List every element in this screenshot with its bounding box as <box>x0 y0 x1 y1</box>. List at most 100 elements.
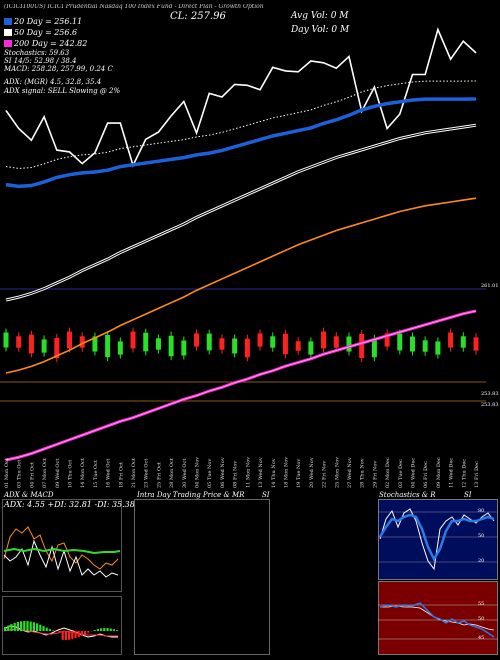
candle-body <box>282 333 288 355</box>
stochastics-panel <box>378 499 498 655</box>
candle-body <box>54 337 60 359</box>
candle-body <box>79 336 85 348</box>
date-tick-label: 03 Thu Oct <box>17 460 23 488</box>
date-tick-label: 04 Mon Nov <box>195 457 201 488</box>
adx-macd-title: ADX & MACD <box>4 491 54 499</box>
date-tick-label: 03 Tue Dec <box>398 459 404 488</box>
intraday-si: SI <box>262 491 270 499</box>
date-tick-label: 08 Fri Nov <box>233 461 239 488</box>
ma200-highlight <box>5 310 477 461</box>
macd-hist-bar <box>93 630 96 631</box>
close-label: CL: 257.96 <box>170 11 226 22</box>
macd-hist-bar <box>61 631 64 640</box>
candle-body <box>219 338 225 350</box>
macd-hist-bar <box>4 627 7 631</box>
date-tick-label: 14 Mon Oct <box>80 458 86 488</box>
stoch-title: Stochastics & R <box>379 491 436 499</box>
date-tick-label: 05 Tue Nov <box>207 459 213 488</box>
ma20-line <box>5 97 477 189</box>
date-tick-label: 13 Wed Nov <box>258 457 264 488</box>
candle-body <box>232 338 238 354</box>
macd-hist-bar <box>103 628 106 631</box>
macd-hist-bar <box>71 631 74 640</box>
macd-hist-bar <box>96 629 99 631</box>
price-axis-label-1: 261.01 <box>481 283 499 289</box>
date-tick-label: 07 Mon Oct <box>42 458 48 488</box>
macd-hist-bar <box>74 631 77 639</box>
candle-body <box>92 336 98 352</box>
macd-hist-bar <box>48 629 51 631</box>
stoch-d-line <box>378 513 495 562</box>
macd-hist-bar <box>42 626 45 631</box>
candle-body <box>3 332 9 348</box>
macd-hist-bar <box>87 631 90 633</box>
candle-body <box>155 338 161 350</box>
date-tick-label: 21 Mon Oct <box>131 458 137 488</box>
macd-hist-bar <box>77 631 80 638</box>
date-tick-label: 23 Wed Oct <box>144 459 150 488</box>
candle-body <box>435 341 441 355</box>
candle-body <box>384 333 390 347</box>
ma100-line <box>5 197 477 374</box>
date-tick-label: 19 Tue Nov <box>296 459 302 488</box>
date-tick-label: 04 Fri Oct <box>29 462 35 488</box>
date-tick-label: 29 Fri Nov <box>372 461 378 488</box>
macd-hist-bar <box>36 623 39 631</box>
candle-body <box>397 333 403 351</box>
macd-label: MACD: 258.28, 257.99, 0.24 C <box>4 65 113 73</box>
macd-hist-bar <box>84 631 87 635</box>
date-tick-label: 10 Thu Oct <box>68 460 74 488</box>
date-tick-label: 06 Fri Dec <box>423 461 429 488</box>
adx-macd-panel <box>2 499 122 655</box>
price-axis-label-3: 253.83 <box>481 402 499 408</box>
candle-body <box>346 336 352 352</box>
candle-body <box>206 333 212 351</box>
ma200-label: 200 Day = 242.82 <box>14 39 88 48</box>
si-label: SI 14/5: 52.98 / 38.4 <box>4 57 77 65</box>
stoch-k-line <box>379 508 495 571</box>
date-axis: 01 Mon Oct 03 Thu Oct 04 Fri Oct 07 Mon Oct… <box>4 457 480 488</box>
date-tick-label: 28 Mon Oct <box>169 458 175 488</box>
macd-hist-bar <box>112 629 115 631</box>
avg-vol-label: Avg Vol: 0 M <box>291 11 349 21</box>
macd-hist-bar <box>109 628 112 631</box>
date-tick-label: 01 Mon Oct <box>4 458 10 488</box>
date-tick-label: 27 Wed Nov <box>347 457 353 488</box>
date-tick-label: 22 Fri Nov <box>322 461 328 488</box>
date-tick-label: 15 Tue Oct <box>93 460 99 488</box>
macd-hist-bar <box>32 622 35 631</box>
legend-50-swatch <box>4 29 12 36</box>
ma50-label: 50 Day = 256.6 <box>14 28 78 37</box>
date-tick-label: 28 Thu Nov <box>360 458 366 488</box>
candle-body <box>460 336 466 348</box>
adx-values-label: ADX: 4.55 +DI: 32.81 -DI: 35.38 <box>4 500 135 509</box>
volume-layer <box>3 327 479 363</box>
date-tick-label: 11 Mon Nov <box>245 457 251 488</box>
candle-body <box>168 335 174 357</box>
candle-body <box>28 334 34 354</box>
macd-panel-frame <box>2 596 122 655</box>
macd-hist-bar <box>39 624 42 631</box>
date-tick-label: 09 Wed Oct <box>55 459 61 488</box>
date-tick-label: 13 Fri Dec <box>474 461 480 488</box>
ticker-line: (ICICI100US) ICICI Prudential Nasdaq 100… <box>4 4 264 10</box>
legend-20-swatch <box>4 18 12 25</box>
intraday-frame <box>134 499 270 655</box>
stoch-si: SI <box>464 491 472 499</box>
candle-body <box>295 341 301 351</box>
macd-hist-bar <box>13 622 16 631</box>
candle-body <box>194 333 200 347</box>
intraday-panel <box>134 499 270 655</box>
adx-label: ADX: (MGR) 4.5, 32.8, 35.4 <box>4 78 102 86</box>
stoch-tick-20: 20 <box>478 558 485 564</box>
date-tick-label: 20 Wed Nov <box>309 457 315 488</box>
candle-body <box>41 339 47 353</box>
candle-body <box>143 332 149 352</box>
date-tick-label: 06 Wed Nov <box>220 457 226 488</box>
date-tick-label: 16 Wed Oct <box>106 459 112 488</box>
date-tick-label: 18 Mon Nov <box>283 457 289 488</box>
date-tick-label: 25 Fri Oct <box>156 462 162 488</box>
macd-hist-bar <box>55 631 58 632</box>
macd-hist-bar <box>68 631 71 640</box>
candle-body <box>473 337 479 351</box>
